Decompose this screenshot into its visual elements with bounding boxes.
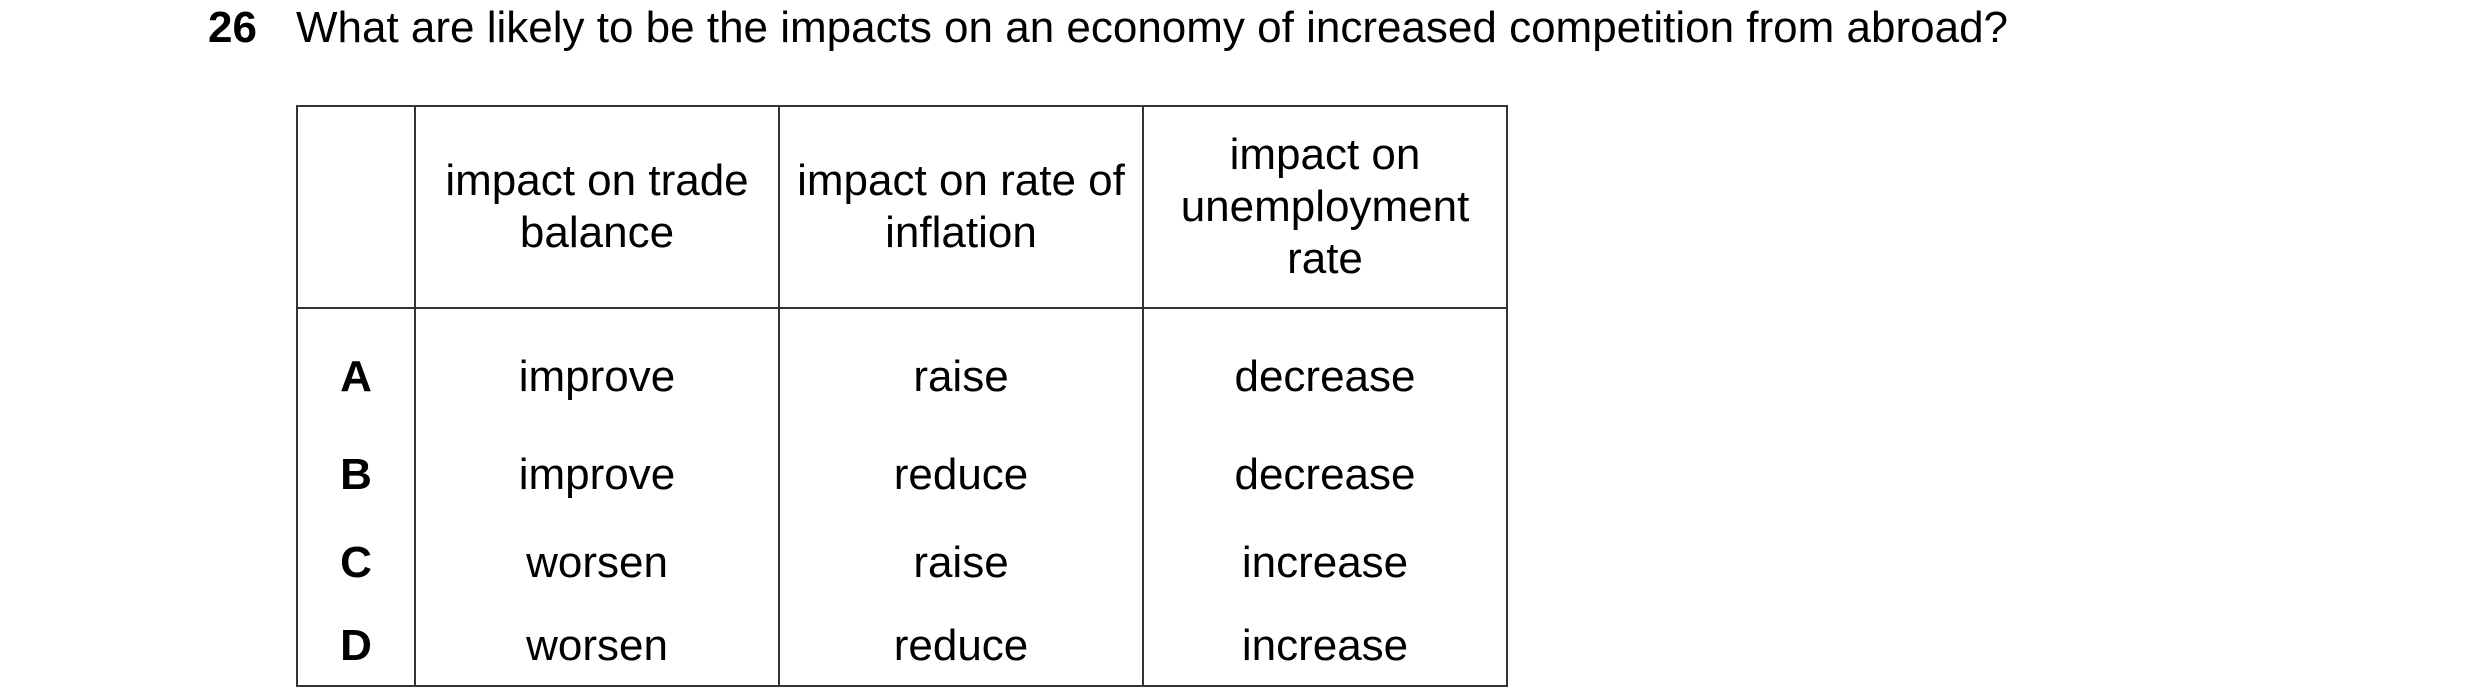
table-row: C worsen raise increase [296,519,1508,607]
question-text: What are likely to be the impacts on an … [296,3,2009,52]
cell-inflation: raise [778,519,1144,607]
cell-trade-balance: improve [414,431,780,519]
header-unemployment: impact on unemployment rate [1142,105,1508,309]
option-letter: C [296,519,416,607]
cell-unemployment: decrease [1142,431,1508,519]
option-letter: B [296,431,416,519]
answer-options-table: impact on trade balance impact on rate o… [296,105,1508,687]
cell-inflation: raise [778,308,1144,431]
header-trade-balance: impact on trade balance [414,105,780,309]
cell-unemployment: decrease [1142,308,1508,431]
table-row: A improve raise decrease [296,308,1508,431]
option-letter: A [296,308,416,431]
table-row: B improve reduce decrease [296,431,1508,519]
option-letter: D [296,607,416,687]
table-header-row: impact on trade balance impact on rate o… [296,105,1508,309]
cell-trade-balance: improve [414,308,780,431]
cell-trade-balance: worsen [414,519,780,607]
cell-inflation: reduce [778,431,1144,519]
cell-inflation: reduce [778,607,1144,687]
header-inflation: impact on rate of inflation [778,105,1144,309]
question-number: 26 [208,3,257,52]
cell-unemployment: increase [1142,607,1508,687]
table-row: D worsen reduce increase [296,607,1508,687]
question-stem: 26 What are likely to be the impacts on … [208,0,2008,56]
cell-unemployment: increase [1142,519,1508,607]
cell-trade-balance: worsen [414,607,780,687]
header-option-blank [296,105,416,309]
